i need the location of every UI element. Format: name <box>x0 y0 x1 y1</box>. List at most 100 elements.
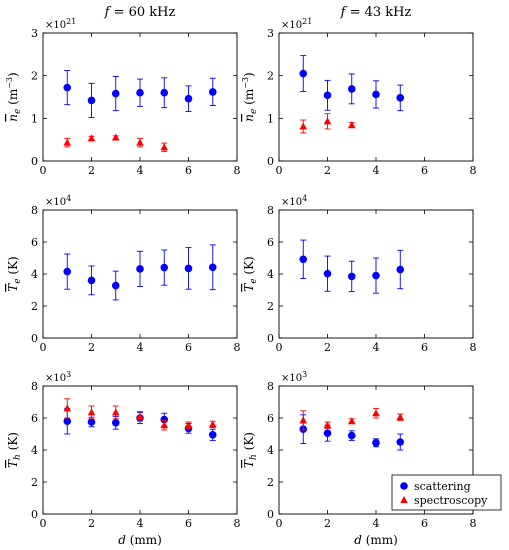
y-axis-label: Te (K) <box>6 256 23 292</box>
scattering-point <box>396 433 405 451</box>
scattering-point <box>184 85 193 112</box>
circle-marker <box>111 89 120 98</box>
circle-marker <box>396 438 405 446</box>
x-tick-label: 0 <box>40 164 47 177</box>
x-tick-label: 2 <box>324 341 331 354</box>
x-tick-label: 6 <box>421 164 428 177</box>
circle-marker <box>160 88 169 97</box>
y-axis-label: ne (m−3) <box>5 72 23 121</box>
x-tick-label: 2 <box>88 517 95 530</box>
circle-marker <box>136 265 144 273</box>
spectroscopy-point <box>323 421 332 429</box>
legend-triangle-marker <box>400 496 408 503</box>
x-tick-label: 0 <box>40 517 47 530</box>
circle-marker <box>111 281 120 290</box>
x-tick-label: 4 <box>137 164 144 177</box>
spectroscopy-point <box>372 407 380 419</box>
x-tick-label: 2 <box>88 341 95 354</box>
y-tick-label: 6 <box>31 412 38 425</box>
x-tick-label: 8 <box>470 164 477 177</box>
y-tick-label: 8 <box>267 380 274 393</box>
scattering-point <box>111 76 120 112</box>
circle-marker <box>299 69 308 78</box>
triangle-marker <box>63 404 72 412</box>
scattering-point <box>63 253 72 290</box>
triangle-marker <box>87 408 96 416</box>
y-tick-label: 3 <box>31 27 38 40</box>
scattering-point <box>208 428 217 441</box>
series-spectroscopy <box>63 398 217 431</box>
circle-marker <box>323 91 332 100</box>
circle-marker <box>111 419 120 427</box>
y-multiplier-label: ×103 <box>45 370 71 384</box>
scattering-point <box>87 265 96 296</box>
scattering-point <box>87 82 96 118</box>
circle-marker <box>347 85 356 93</box>
scattering-point <box>372 438 380 448</box>
y-tick-label: 6 <box>31 236 38 249</box>
triangle-marker <box>136 412 144 420</box>
circle-marker <box>208 88 217 96</box>
scattering-point <box>136 78 144 107</box>
y-axis-label: ne (m−3) <box>241 72 259 121</box>
panel-left-0: 0 2 4 6 8 0 1 2 3 ×1021 ne (m−3) <box>5 17 241 177</box>
y-tick-label: 4 <box>31 444 38 457</box>
right-column-title: f = 43 kHz <box>340 5 412 20</box>
triangle-marker <box>184 421 193 429</box>
spectroscopy-point <box>136 411 144 422</box>
series-scattering <box>299 55 405 112</box>
x-tick-label: 6 <box>185 341 192 354</box>
spectroscopy-point <box>111 133 120 141</box>
scattering-point <box>63 70 72 106</box>
x-tick-label: 2 <box>324 517 331 530</box>
y-tick-label: 0 <box>31 155 38 168</box>
scattering-point <box>347 430 356 441</box>
plot-frame <box>42 385 238 515</box>
y-tick-label: 2 <box>267 476 274 489</box>
x-tick-label: 4 <box>137 341 144 354</box>
y-multiplier-label: ×1021 <box>281 17 312 31</box>
y-multiplier-label: ×103 <box>281 370 307 384</box>
series-spectroscopy <box>63 133 169 153</box>
x-axis-label: d (mm) <box>118 533 162 547</box>
triangle-marker <box>396 413 405 421</box>
triangle-marker <box>372 409 380 417</box>
series-scattering <box>63 70 217 118</box>
spectroscopy-point <box>160 419 169 431</box>
left-column-title: f = 60 kHz <box>104 5 176 20</box>
legend-circle-marker <box>400 482 408 490</box>
legend-box <box>391 474 502 511</box>
scattering-point <box>323 255 332 292</box>
spectroscopy-point <box>63 398 72 419</box>
y-tick-label: 0 <box>267 508 274 521</box>
circle-marker <box>87 276 96 285</box>
spectroscopy-point <box>396 413 405 421</box>
circle-marker <box>372 439 380 447</box>
spectroscopy-point <box>160 142 169 153</box>
scattering-point <box>299 55 308 92</box>
y-tick-label: 0 <box>31 508 38 521</box>
circle-marker <box>63 83 72 92</box>
spectroscopy-point <box>87 405 96 420</box>
triangle-marker <box>160 421 169 429</box>
scattering-point <box>160 249 169 286</box>
y-tick-label: 2 <box>267 70 274 83</box>
y-tick-label: 8 <box>31 380 38 393</box>
y-tick-label: 2 <box>31 300 38 313</box>
circle-marker <box>160 415 169 424</box>
circle-marker <box>208 431 217 439</box>
panel-right-0: 0 2 4 6 8 0 1 2 3 ×1021 ne (m−3) <box>241 17 477 177</box>
circle-marker <box>347 272 356 281</box>
circle-marker <box>299 255 308 264</box>
y-tick-label: 8 <box>31 204 38 217</box>
x-tick-label: 8 <box>234 164 241 177</box>
series-scattering <box>299 239 405 294</box>
scattering-point <box>208 244 217 291</box>
y-tick-label: 1 <box>31 112 38 125</box>
scattering-point <box>160 77 169 109</box>
x-tick-label: 6 <box>421 341 428 354</box>
y-multiplier-label: ×104 <box>281 194 307 208</box>
panel-right-1: 0 2 4 6 8 0 2 4 6 8 ×104 Te (K) <box>242 194 477 354</box>
x-tick-label: 0 <box>276 341 283 354</box>
